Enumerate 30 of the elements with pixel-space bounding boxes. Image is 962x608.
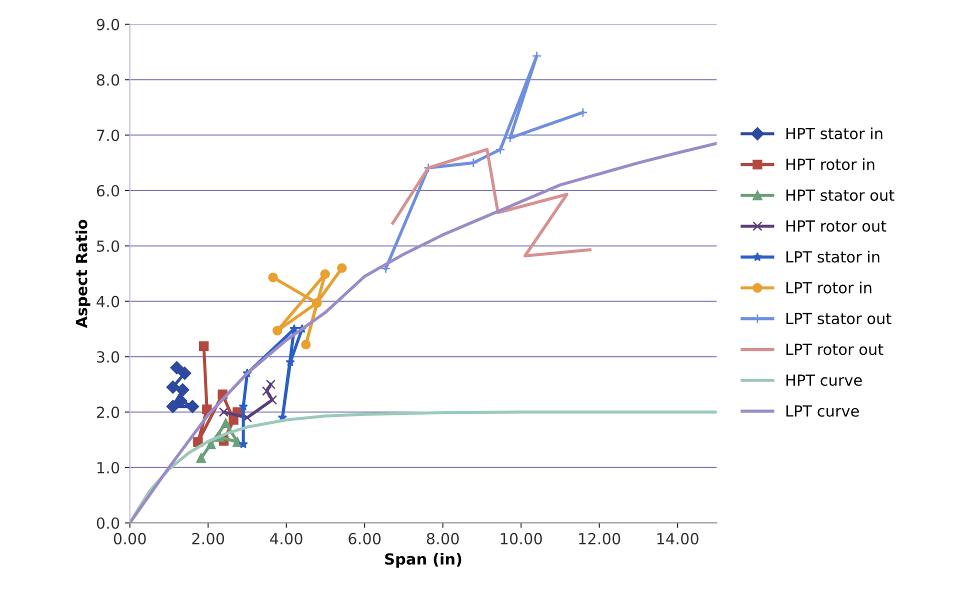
y-tick-label: 5.0 (97, 240, 120, 252)
legend-label: LPT stator in (786, 250, 880, 263)
legend-label: LPT rotor out (786, 344, 884, 356)
x-tick-label: 0.00 (114, 532, 146, 544)
y-tick-label: 6.0 (96, 184, 120, 197)
y-tick-label: 7.0 (97, 130, 120, 142)
x-tick-label: 6.00 (348, 532, 381, 544)
x-tick-label: 4.00 (270, 532, 302, 544)
x-tick-label: 12.00 (579, 532, 620, 544)
legend-label: LPT rotor in (786, 282, 872, 294)
x-axis-title: Span (in) (385, 552, 462, 568)
legend-label: LPT curve (786, 405, 859, 417)
legend-label: HPT stator in (786, 127, 882, 140)
y-tick-label: 3.0 (97, 351, 120, 363)
x-tick-label: 8.00 (426, 532, 459, 544)
legend-label: HPT curve (786, 374, 862, 386)
y-tick-label: 1.0 (98, 462, 120, 474)
x-tick-label: 2.00 (192, 532, 224, 544)
x-tick-label: 10.00 (500, 532, 542, 544)
y-tick-label: 0.0 (96, 517, 120, 529)
legend-label: LPT stator out (786, 312, 892, 324)
y-axis-title: Aspect Ratio (76, 220, 90, 328)
y-tick-label: 9.0 (96, 18, 120, 30)
legend-label: HPT stator out (786, 190, 894, 201)
y-tick-label: 8.0 (96, 74, 120, 86)
legend-label: HPT rotor out (786, 220, 886, 232)
x-tick-label: 14.00 (657, 532, 698, 544)
y-tick-label: 4.0 (96, 296, 120, 308)
legend-label: HPT rotor in (786, 158, 874, 170)
y-tick-label: 2.0 (96, 406, 120, 418)
